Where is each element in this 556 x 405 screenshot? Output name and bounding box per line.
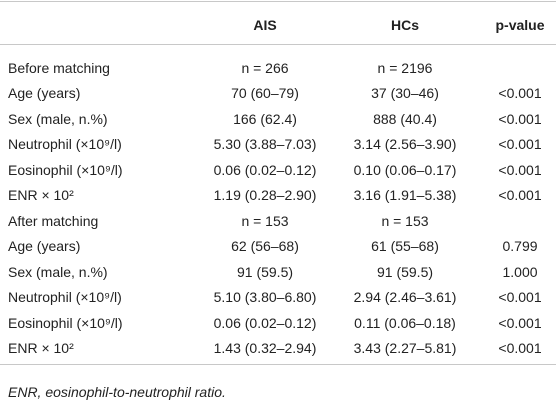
top-rule	[0, 1, 556, 2]
header-rule	[0, 44, 556, 45]
table-cell: <0.001	[498, 314, 542, 331]
bottom-rule	[0, 364, 556, 365]
table-cell: 5.30 (3.88–7.03)	[213, 136, 317, 153]
table-cell: 1.19 (0.28–2.90)	[213, 187, 317, 204]
column-header: p-value	[495, 17, 545, 33]
table-cell: 166 (62.4)	[233, 110, 297, 127]
table-cell: 91 (59.5)	[376, 263, 434, 280]
column-header: HCs	[390, 17, 420, 33]
row-label: Eosinophil (×10⁹/l)	[8, 314, 123, 331]
table-cell: 3.14 (2.56–3.90)	[353, 136, 457, 153]
table-cell: 0.11 (0.06–0.18)	[354, 314, 456, 331]
table-cell: <0.001	[498, 136, 542, 153]
row-label: Neutrophil (×10⁹/l)	[8, 289, 122, 306]
table-cell: 0.10 (0.06–0.17)	[353, 161, 457, 178]
row-label: ENR × 10²	[8, 339, 74, 356]
table-cell: 0.06 (0.02–0.12)	[213, 314, 317, 331]
table-cell: 70 (60–79)	[231, 85, 299, 102]
table-cell: n = 153	[241, 212, 289, 229]
table-cell: 1.000	[502, 263, 538, 280]
table-cell: n = 2196	[377, 60, 433, 76]
row-label: Age (years)	[8, 85, 81, 102]
table-cell: <0.001	[498, 289, 542, 306]
row-label: After matching	[8, 212, 99, 229]
row-label: Sex (male, n.%)	[8, 110, 108, 127]
row-label: ENR × 10²	[8, 187, 74, 204]
table-cell: 37 (30–46)	[371, 85, 439, 102]
table-cell: 91 (59.5)	[236, 263, 294, 280]
table-cell: <0.001	[498, 187, 542, 204]
table-cell: <0.001	[498, 110, 542, 127]
row-label: Sex (male, n.%)	[8, 263, 108, 280]
table-cell: 5.10 (3.80–6.80)	[213, 289, 317, 306]
table-cell: 0.06 (0.02–0.12)	[213, 161, 317, 178]
table-cell: n = 153	[381, 212, 429, 229]
table-cell: 61 (55–68)	[371, 238, 439, 255]
row-label: Neutrophil (×10⁹/l)	[8, 136, 122, 153]
row-label: Before matching	[8, 60, 110, 76]
table-cell: 0.799	[502, 238, 538, 255]
table-cell: 62 (56–68)	[231, 238, 299, 255]
table-cell: <0.001	[498, 161, 542, 178]
table-cell: n = 266	[241, 60, 289, 76]
row-label: Age (years)	[8, 238, 81, 255]
table-cell: 888 (40.4)	[373, 110, 437, 127]
row-label: Eosinophil (×10⁹/l)	[8, 161, 123, 178]
footnote: ENR, eosinophil-to-neutrophil ratio.	[8, 384, 226, 400]
table-cell: 2.94 (2.46–3.61)	[353, 289, 457, 306]
table-cell: 3.43 (2.27–5.81)	[353, 339, 457, 356]
table-cell: 1.43 (0.32–2.94)	[213, 339, 317, 356]
table-cell: <0.001	[498, 339, 542, 356]
table-cell: <0.001	[498, 85, 542, 102]
table-cell: 3.16 (1.91–5.38)	[353, 187, 457, 204]
column-header: AIS	[253, 17, 277, 33]
